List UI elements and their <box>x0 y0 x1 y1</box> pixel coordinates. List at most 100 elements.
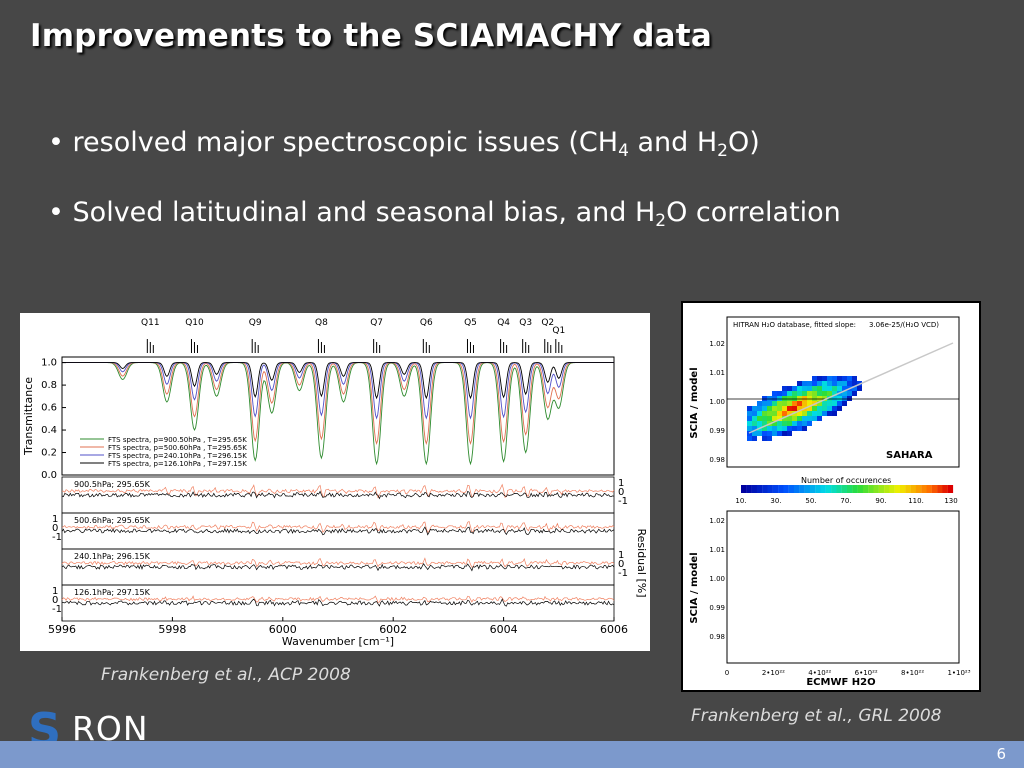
heatmap-cell <box>802 386 807 391</box>
heatmap-cell <box>842 386 847 391</box>
colorbar-segment <box>756 485 763 493</box>
heatmap-cell <box>787 386 792 391</box>
heatmap-cell <box>782 391 787 396</box>
heatmap-cell <box>837 396 842 401</box>
y-tick-label: 0.4 <box>41 425 57 436</box>
heatmap-cell <box>807 391 812 396</box>
heatmap-cell <box>747 416 752 421</box>
band-label-q3: Q3 <box>519 318 532 328</box>
heatmap-cell <box>767 396 772 401</box>
heatmap-cell <box>782 396 787 401</box>
heatmap-cell <box>802 416 807 421</box>
colorbar-segment <box>831 485 837 493</box>
bullet-text: and H <box>628 127 718 158</box>
colorbar-segment <box>836 485 842 493</box>
band-label-q2: Q2 <box>541 318 554 328</box>
colorbar-segment <box>947 485 954 493</box>
colorbar-segment <box>926 485 932 493</box>
residual-tick-label: 1 <box>52 514 58 525</box>
x-tick-label: 5998 <box>158 623 186 636</box>
heatmap-cell <box>767 416 772 421</box>
heatmap-cell <box>847 391 852 396</box>
heatmap-y-tick-label: 1.02 <box>709 340 725 348</box>
heatmap-cell <box>762 406 767 411</box>
legend-entry: FTS spectra, p=240.10hPa , T=296.15K <box>108 452 247 460</box>
colorbar-segment <box>794 485 800 493</box>
heatmap-cell <box>832 391 837 396</box>
heatmap-x-tick-label: 4•10²² <box>808 669 831 677</box>
heatmap-cell <box>772 416 777 421</box>
heatmap-cell <box>762 401 767 406</box>
heatmap-cell <box>757 406 762 411</box>
colorbar-segment <box>767 485 773 493</box>
heatmap-cell <box>762 421 767 426</box>
heatmap-cell <box>847 396 852 401</box>
heatmap-cell <box>752 411 757 416</box>
heatmap-cell <box>772 401 777 406</box>
subscript: 2 <box>655 211 667 231</box>
residual-panel-label: 500.6hPa; 295.65K <box>74 516 151 525</box>
heatmap-cell <box>762 396 767 401</box>
heatmap-cell <box>822 411 827 416</box>
heatmap-cell <box>827 386 832 391</box>
heatmap-cell <box>772 426 777 431</box>
heatmap-cell <box>772 396 777 401</box>
heatmap-cell <box>802 401 807 406</box>
heatmap-cell <box>837 381 842 386</box>
heatmap-cell <box>787 431 792 436</box>
heatmap-cell <box>822 396 827 401</box>
heatmap-cell <box>747 406 752 411</box>
sahara-label: SAHARA <box>886 450 933 461</box>
heatmap-cell <box>802 426 807 431</box>
heatmap-cell <box>812 396 817 401</box>
colorbar-segment <box>894 485 901 493</box>
heatmap-cell <box>797 391 802 396</box>
heatmap-cell <box>802 411 807 416</box>
heatmap-cell <box>807 416 812 421</box>
heatmap-cell <box>822 381 827 386</box>
residual-tick-label: -1 <box>618 568 628 579</box>
heatmap-cell <box>807 411 812 416</box>
heatmap-cell <box>747 426 752 431</box>
heatmap-cell <box>807 406 812 411</box>
heatmap-cell <box>757 411 762 416</box>
wavenumber-axis-label: Wavenumber [cm⁻¹] <box>282 635 394 648</box>
heatmap-cell <box>767 411 772 416</box>
colorbar-segment <box>931 485 938 493</box>
colorbar-segment <box>878 485 885 493</box>
colorbar-title: Number of occurences <box>801 476 891 485</box>
heatmap-cell <box>762 426 767 431</box>
heatmap-cell <box>767 426 772 431</box>
heatmap-cell <box>767 436 772 441</box>
residual-tick-label: 0 <box>618 559 624 570</box>
heatmap-cell <box>817 391 822 396</box>
heatmap-cell <box>772 391 777 396</box>
scia-model-axis-label-bottom: SCIA / model <box>689 552 700 623</box>
heatmap-cell <box>852 376 857 381</box>
heatmap-cell <box>812 376 817 381</box>
heatmap-cell <box>797 406 802 411</box>
heatmap-cell <box>837 386 842 391</box>
heatmap-cell <box>827 401 832 406</box>
colorbar-segment <box>862 485 869 493</box>
heatmap-cell <box>772 421 777 426</box>
legend-entry: FTS spectra, p=126.10hPa , T=297.15K <box>108 460 247 468</box>
heatmap-y-tick-label: 1.00 <box>709 398 725 406</box>
fit-line <box>748 342 954 434</box>
heatmap-cell <box>792 401 797 406</box>
colorbar-segment <box>873 485 879 493</box>
heatmap-cell <box>802 421 807 426</box>
bottom-y-tick-label: 1.02 <box>709 517 725 525</box>
heatmap-x-tick-label: 0 <box>725 669 729 677</box>
y-tick-label: 1.0 <box>41 358 57 369</box>
heatmap-cell <box>817 376 822 381</box>
spectrum-series-3 <box>62 362 614 400</box>
heatmap-cell <box>802 396 807 401</box>
residual-tick-label: -1 <box>52 604 62 615</box>
slide-title: Improvements to the SCIAMACHY data <box>30 18 712 54</box>
heatmap-y-tick-label: 0.99 <box>709 427 725 435</box>
legend-entry: FTS spectra, p=900.50hPa , T=295.65K <box>108 436 247 444</box>
colorbar-segment <box>884 485 890 493</box>
heatmap-cell <box>782 416 787 421</box>
colorbar-segment <box>751 485 757 493</box>
